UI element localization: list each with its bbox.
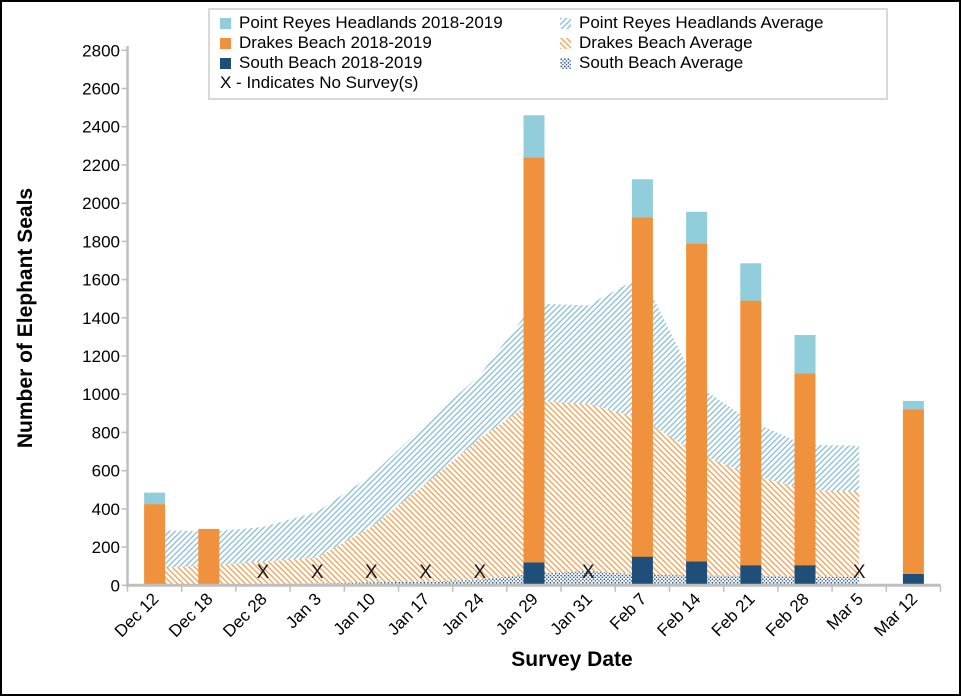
x-tick-label: Dec 28 [219,589,271,641]
x-tick-label: Feb 7 [606,589,650,633]
y-tick-label: 1600 [82,271,120,290]
bar-segment [144,504,166,586]
bar-segment [523,115,545,158]
drakes-2018-swatch-icon [220,37,231,49]
y-tick-label: 2400 [82,118,120,137]
legend-item-drakes-average: Drakes Beach Average [560,33,880,53]
legend-item-no-survey-note: X - Indicates No Survey(s) [220,73,880,93]
x-tick-label: Jan 24 [438,589,488,639]
x-tick-label: Jan 29 [492,589,542,639]
survey-bars [144,115,924,586]
area-hatch-orange [154,400,860,585]
y-tick-label: 2600 [82,80,120,99]
drakes-average-swatch-icon [560,37,571,49]
no-survey-x-mark: X [419,562,432,583]
y-tick-label: 1800 [82,232,120,251]
prh-2018-swatch-icon [220,17,231,29]
x-tick-label: Jan 3 [282,589,325,632]
x-axis-title: Survey Date [511,648,632,671]
y-tick-label: 0 [111,576,120,595]
x-tick-label: Jan 10 [330,589,380,639]
south-2018-swatch-icon [220,57,231,69]
legend-label: South Beach Average [579,53,744,72]
y-tick-label: 2200 [82,156,120,175]
bar-segment [902,409,924,574]
legend-label: Drakes Beach 2018-2019 [239,33,432,52]
y-tick-label: 600 [92,462,120,481]
no-survey-x-mark: X [257,562,270,583]
legend-item-south-2018: South Beach 2018-2019 [220,53,560,73]
y-tick-label: 1200 [82,347,120,366]
south-average-swatch-icon [560,57,571,69]
y-tick-label: 2800 [82,41,120,60]
y-tick-label: 1000 [82,385,120,404]
legend-label: South Beach 2018-2019 [239,53,423,72]
bar-segment [740,263,762,301]
bar-segment [794,373,816,566]
y-tick-label: 800 [92,423,120,442]
legend-label: Drakes Beach Average [579,33,753,52]
bar-segment [198,528,220,586]
bar-segment [794,565,816,586]
y-axis-title: Number of Elephant Seals [14,188,37,448]
bar-segment [631,217,653,557]
bar-segment [686,561,708,586]
x-tick-label: Feb 14 [654,589,705,640]
prh-average-swatch-icon [560,17,571,29]
area-hatch-blue [154,275,860,569]
legend-label: X - Indicates No Survey(s) [220,73,419,92]
y-tick-label: 400 [92,500,120,519]
no-survey-x-mark: X [853,562,866,583]
y-tick-label: 2000 [82,194,120,213]
x-tick-label: Mar 5 [823,589,867,633]
x-tick-label: Dec 18 [165,589,217,641]
bar-segment [740,565,762,586]
x-tick-label: Feb 28 [762,589,813,640]
bar-segment [523,562,545,586]
bar-segment [523,157,545,563]
bar-segment [686,243,708,562]
no-survey-x-mark: X [473,562,486,583]
bar-segment [686,211,708,244]
bar-segment [144,492,166,505]
x-tick-label: Jan 31 [546,589,596,639]
bar-segment [740,300,762,566]
bar-segment [902,573,924,586]
legend-item-south-average: South Beach Average [560,53,880,73]
no-survey-x-mark: X [582,562,595,583]
legend-item-prh-average: Point Reyes Headlands Average [560,13,880,33]
chart-legend: Point Reyes Headlands 2018-2019 Point Re… [208,8,888,100]
y-tick-label: 1400 [82,309,120,328]
legend-item-drakes-2018: Drakes Beach 2018-2019 [220,33,560,53]
legend-item-prh-2018: Point Reyes Headlands 2018-2019 [220,13,560,33]
x-tick-label: Dec 12 [111,589,163,641]
x-tick-label: Feb 21 [708,589,759,640]
bar-segment [631,179,653,218]
area-dots-navy [154,571,860,586]
bar-segment [631,556,653,586]
no-survey-x-mark: X [311,562,324,583]
average-areas [154,275,860,586]
x-tick-label: Jan 17 [384,589,434,639]
legend-label: Point Reyes Headlands 2018-2019 [239,13,503,32]
x-tick-label: Mar 12 [870,589,921,640]
y-tick-label: 200 [92,538,120,557]
no-survey-x-mark: X [365,562,378,583]
bar-segment [794,335,816,374]
legend-label: Point Reyes Headlands Average [579,13,824,32]
bar-segment [902,400,924,410]
